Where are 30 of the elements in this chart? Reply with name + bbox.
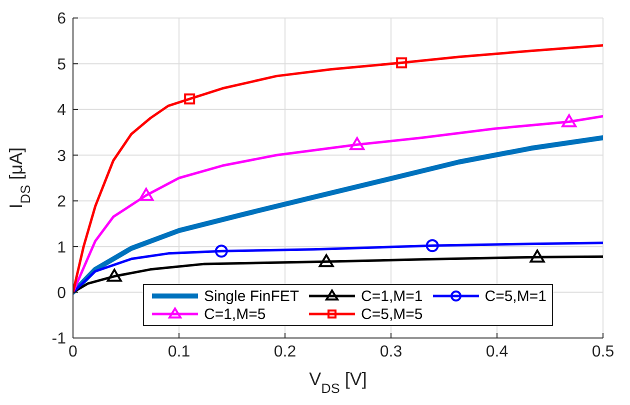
point [214, 244, 228, 258]
y-tick-label: 1 [57, 239, 66, 256]
y-tick-label: 2 [57, 194, 66, 211]
x-tick-label: 0 [68, 343, 78, 360]
x-tick-label: 0.3 [380, 343, 402, 360]
y-tick-label: 6 [57, 10, 66, 28]
legend-label: C=1,M=5 [204, 306, 266, 322]
y-tick-label: 0 [57, 284, 66, 302]
point [562, 114, 577, 128]
y-tick-label: -1 [52, 330, 66, 348]
y-tick-label: 3 [57, 148, 66, 165]
legend-label: C=1,M=1 [361, 288, 423, 304]
x-tick-label: 0.2 [274, 343, 296, 360]
point [530, 250, 545, 263]
x-tick-label: 0.5 [592, 343, 614, 360]
point [426, 239, 439, 252]
x-axis-title: V$_{DS}$ [V] [309, 369, 367, 396]
point [396, 57, 408, 68]
point [318, 254, 334, 268]
y-tick-label: 4 [57, 102, 66, 120]
legend-label: Single FinFET [204, 288, 300, 304]
point [138, 188, 154, 201]
legend-label: C=5,M=5 [361, 306, 423, 322]
point [184, 93, 196, 104]
x-tick-label: 0.4 [486, 343, 508, 360]
legend-label: C=5,M=1 [484, 288, 546, 304]
y-tick-label: 5 [57, 56, 66, 74]
x-tick-label: 0.1 [168, 343, 190, 360]
point [350, 137, 365, 150]
point [106, 268, 122, 282]
